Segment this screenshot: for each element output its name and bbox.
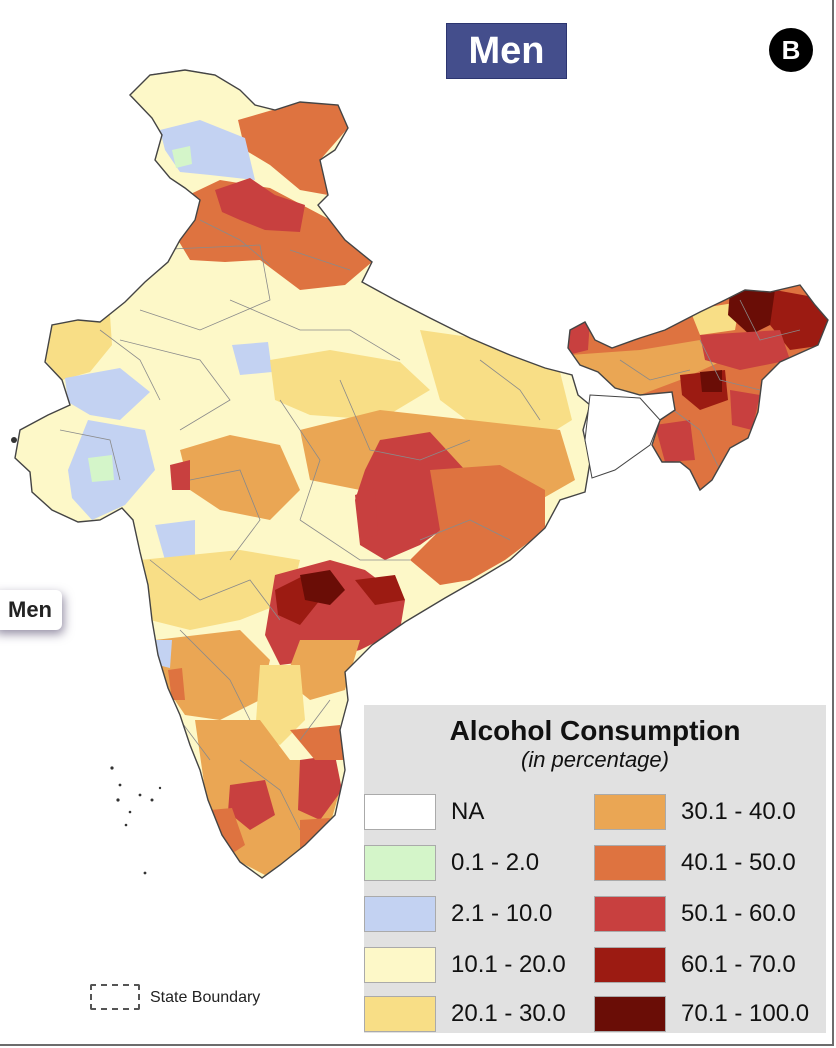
island-dots: [11, 437, 162, 875]
panel-label-badge: B: [769, 28, 813, 72]
mainland-outline: [14, 69, 591, 879]
legend-swatch: [364, 947, 436, 983]
legend-label: 20.1 - 30.0: [451, 1000, 566, 1027]
map-title: Men: [447, 24, 566, 78]
bangladesh-gap: [584, 394, 661, 479]
legend-label: 2.1 - 10.0: [451, 900, 553, 927]
legend-label: NA: [451, 798, 485, 825]
state-boundary-label: State Boundary: [150, 989, 261, 1006]
legend-swatch: [364, 845, 436, 881]
legend-label: 50.1 - 60.0: [681, 900, 796, 927]
legend-subtitle: (in percentage): [521, 747, 669, 772]
legend-label: 70.1 - 100.0: [681, 1000, 810, 1027]
legend-swatch: [364, 996, 436, 1032]
legend-swatch: [594, 896, 666, 932]
dashed-boundary-icon: [90, 984, 140, 1010]
legend-swatch: [594, 845, 666, 881]
legend-swatch: [364, 794, 436, 830]
legend-swatch: [594, 794, 666, 830]
legend-label: 40.1 - 50.0: [681, 849, 796, 876]
legend-label: 30.1 - 40.0: [681, 798, 796, 825]
northeast-outline: [567, 284, 829, 492]
legend-swatch: [594, 947, 666, 983]
side-tab: Men: [0, 590, 62, 630]
legend: Alcohol Consumption (in percentage) NA 0…: [364, 705, 826, 1033]
legend-title: Alcohol Consumption: [449, 715, 741, 746]
legend-label: 0.1 - 2.0: [451, 849, 540, 876]
legend-label: 60.1 - 70.0: [681, 951, 796, 978]
legend-swatch: [364, 896, 436, 932]
legend-label: 10.1 - 20.0: [451, 951, 566, 978]
legend-swatch: [594, 996, 666, 1032]
